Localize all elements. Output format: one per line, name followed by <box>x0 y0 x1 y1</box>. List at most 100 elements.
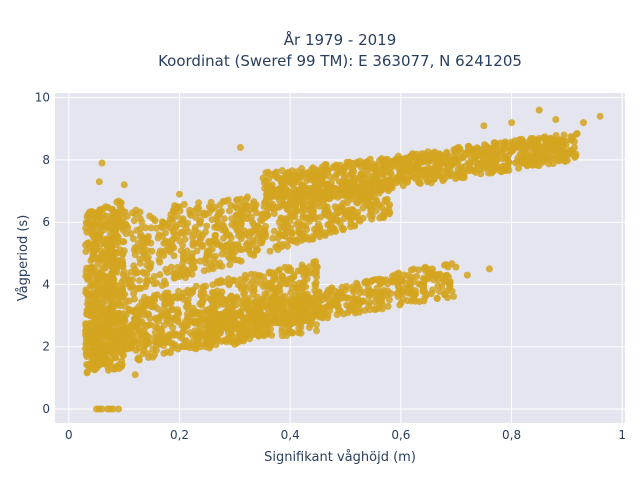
data-point <box>88 208 96 215</box>
data-point <box>82 333 90 341</box>
data-point <box>213 222 221 230</box>
data-point <box>430 175 438 183</box>
data-point <box>369 186 377 193</box>
data-point <box>204 331 212 339</box>
data-point <box>255 307 263 315</box>
data-point <box>109 269 117 276</box>
data-point <box>132 310 140 318</box>
data-point <box>181 235 189 243</box>
data-point <box>141 298 148 306</box>
data-point <box>421 293 429 301</box>
data-point <box>186 341 194 349</box>
data-point <box>541 143 549 151</box>
data-point <box>351 309 359 317</box>
data-point <box>240 276 248 284</box>
data-point <box>256 239 264 247</box>
data-point <box>372 174 380 181</box>
x-tick-label: 0,2 <box>170 428 189 442</box>
data-point <box>399 167 407 175</box>
data-point <box>109 205 116 213</box>
data-point <box>455 143 463 151</box>
data-point <box>206 342 214 350</box>
data-point <box>154 234 162 242</box>
data-point <box>252 276 260 284</box>
data-point <box>411 153 419 161</box>
data-point <box>272 290 280 298</box>
data-point <box>210 289 218 297</box>
data-point <box>252 201 260 209</box>
data-point <box>420 278 428 286</box>
data-point <box>263 315 271 323</box>
data-point <box>156 247 164 255</box>
data-point <box>340 166 348 173</box>
data-point <box>133 320 141 328</box>
data-point <box>437 151 445 159</box>
data-point <box>330 192 338 200</box>
data-point <box>265 280 273 287</box>
data-point <box>372 207 380 215</box>
data-point <box>302 317 310 325</box>
data-point <box>115 405 123 413</box>
data-point <box>387 183 395 191</box>
data-point <box>100 288 108 296</box>
data-point <box>243 326 251 334</box>
data-point <box>225 281 233 289</box>
data-point <box>324 207 332 215</box>
data-point <box>241 289 249 297</box>
data-point <box>290 185 298 193</box>
data-point <box>176 190 183 198</box>
data-point <box>439 177 447 185</box>
data-point <box>140 269 148 277</box>
data-point <box>219 244 227 252</box>
chart-title-line1: År 1979 - 2019 <box>284 30 397 49</box>
data-point <box>384 302 392 310</box>
data-point <box>127 230 135 238</box>
data-point <box>275 283 283 290</box>
data-point <box>101 280 109 288</box>
data-point <box>162 315 170 323</box>
data-point <box>415 266 423 274</box>
data-point <box>103 212 111 220</box>
data-point <box>289 200 297 208</box>
data-point <box>288 284 296 292</box>
data-point <box>287 224 294 232</box>
data-point <box>446 278 454 286</box>
data-point <box>247 213 255 221</box>
data-point <box>295 279 303 287</box>
data-point <box>267 203 275 210</box>
data-point <box>350 288 358 296</box>
data-point <box>252 209 260 217</box>
data-point <box>178 268 185 275</box>
data-point <box>359 214 367 222</box>
data-point <box>401 155 409 163</box>
data-point <box>433 294 441 302</box>
data-point <box>94 260 102 268</box>
data-point <box>95 178 103 186</box>
data-point <box>89 298 96 306</box>
data-point <box>130 246 138 254</box>
data-point <box>312 321 320 329</box>
data-point <box>115 299 123 307</box>
data-point <box>373 284 381 292</box>
data-point <box>197 291 205 299</box>
data-point <box>218 326 225 333</box>
y-axis-title: Vågperiod (s) <box>16 215 31 302</box>
data-point <box>381 163 389 171</box>
data-point <box>353 279 361 287</box>
data-point <box>351 189 359 197</box>
data-point <box>271 170 279 178</box>
data-point <box>435 172 443 180</box>
data-point <box>430 151 438 159</box>
data-point <box>454 165 462 173</box>
data-point <box>156 271 164 279</box>
data-point <box>104 318 111 326</box>
data-point <box>285 168 292 176</box>
data-point <box>282 185 290 193</box>
data-point <box>224 329 232 337</box>
data-point <box>82 286 90 294</box>
data-point <box>183 247 191 255</box>
data-point <box>375 185 383 193</box>
data-point <box>408 288 416 295</box>
data-point <box>345 213 353 221</box>
